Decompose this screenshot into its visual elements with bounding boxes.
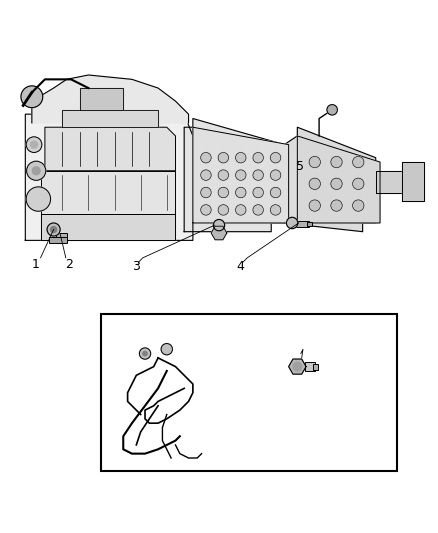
Polygon shape [402, 162, 424, 201]
Circle shape [253, 170, 263, 180]
Circle shape [309, 156, 321, 168]
Circle shape [201, 187, 211, 198]
FancyBboxPatch shape [49, 237, 67, 243]
Circle shape [201, 170, 211, 180]
FancyBboxPatch shape [297, 221, 309, 228]
Circle shape [309, 200, 321, 211]
Circle shape [161, 344, 173, 355]
Circle shape [27, 161, 46, 180]
Circle shape [253, 205, 263, 215]
Circle shape [331, 156, 342, 168]
Circle shape [26, 187, 50, 211]
FancyBboxPatch shape [307, 222, 312, 227]
Polygon shape [32, 75, 188, 123]
Circle shape [26, 137, 42, 152]
FancyBboxPatch shape [314, 364, 318, 370]
Circle shape [31, 141, 38, 148]
Polygon shape [376, 171, 415, 192]
Circle shape [236, 205, 246, 215]
Circle shape [331, 200, 342, 211]
FancyBboxPatch shape [56, 233, 67, 239]
Text: 5: 5 [296, 160, 304, 173]
Circle shape [270, 187, 281, 198]
Text: 4: 4 [237, 260, 245, 273]
FancyBboxPatch shape [305, 362, 315, 371]
Polygon shape [184, 118, 284, 232]
Circle shape [327, 104, 337, 115]
Polygon shape [297, 136, 380, 223]
Polygon shape [25, 114, 193, 240]
Circle shape [270, 205, 281, 215]
Circle shape [253, 187, 263, 198]
Polygon shape [289, 359, 306, 374]
FancyBboxPatch shape [102, 314, 397, 471]
Circle shape [143, 351, 147, 356]
Circle shape [353, 156, 364, 168]
Polygon shape [80, 88, 123, 110]
Circle shape [21, 86, 43, 108]
Circle shape [331, 178, 342, 189]
Polygon shape [45, 127, 176, 171]
Circle shape [236, 187, 246, 198]
Circle shape [201, 152, 211, 163]
Circle shape [253, 152, 263, 163]
Circle shape [270, 152, 281, 163]
Circle shape [286, 217, 298, 229]
Polygon shape [193, 127, 289, 223]
Polygon shape [41, 171, 176, 214]
Circle shape [270, 170, 281, 180]
Circle shape [353, 178, 364, 189]
Circle shape [213, 220, 225, 231]
Circle shape [293, 362, 302, 371]
Circle shape [309, 178, 321, 189]
Polygon shape [41, 214, 176, 240]
Circle shape [139, 348, 151, 359]
Circle shape [32, 167, 40, 175]
Circle shape [218, 187, 229, 198]
Polygon shape [284, 127, 376, 232]
Text: 1: 1 [32, 258, 39, 271]
Circle shape [353, 200, 364, 211]
Circle shape [218, 205, 229, 215]
Circle shape [201, 205, 211, 215]
Text: 2: 2 [65, 258, 73, 271]
Circle shape [50, 227, 57, 232]
Circle shape [47, 223, 60, 236]
Polygon shape [211, 226, 227, 240]
Circle shape [218, 170, 229, 180]
Text: 3: 3 [132, 260, 140, 273]
Circle shape [236, 170, 246, 180]
Polygon shape [62, 110, 158, 127]
Circle shape [218, 152, 229, 163]
Circle shape [236, 152, 246, 163]
